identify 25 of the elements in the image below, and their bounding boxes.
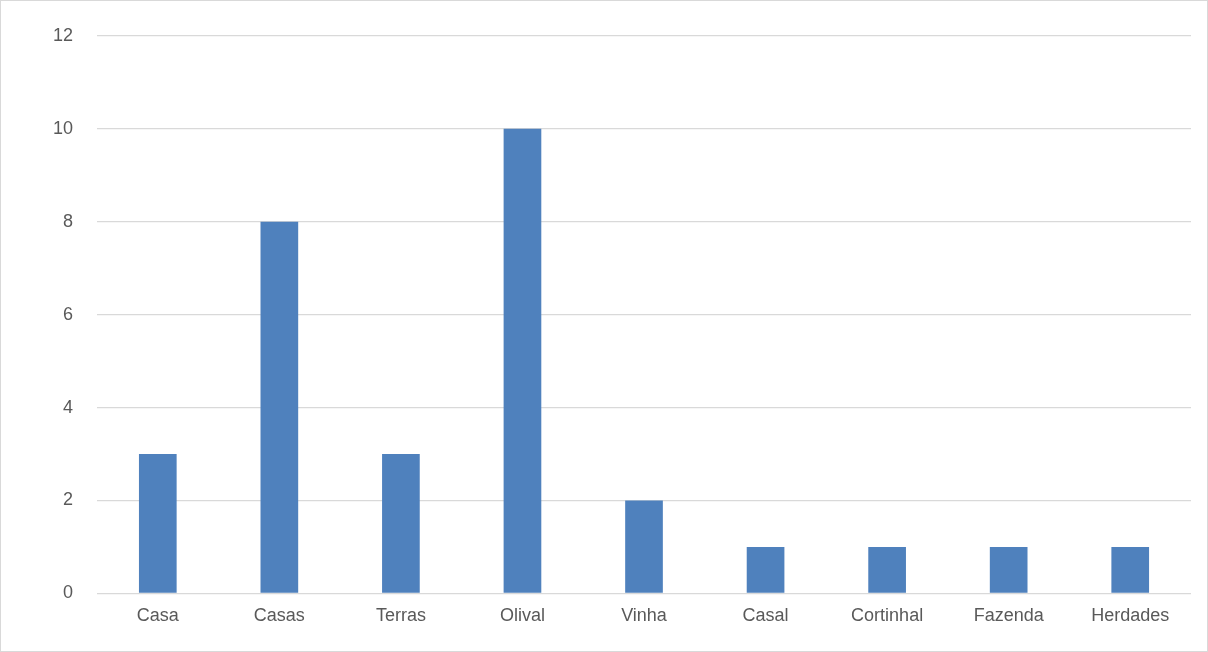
bar: [746, 546, 785, 593]
x-tick-label: Terras: [375, 605, 426, 626]
y-tick-label: 4: [63, 396, 74, 417]
bar: [989, 546, 1028, 593]
x-tick-label: Fazenda: [973, 605, 1045, 626]
x-tick-label: Casal: [742, 605, 789, 626]
y-tick-label: 10: [52, 117, 74, 138]
bar: [868, 546, 906, 593]
x-tick-label: Casa: [136, 605, 180, 626]
bar: [503, 128, 542, 593]
x-tick-label: Herdades: [1091, 605, 1170, 626]
x-tick-label: Cortinhal: [851, 605, 924, 626]
bar: [138, 454, 177, 593]
bar: [1111, 546, 1150, 593]
y-tick-label: 0: [63, 582, 74, 603]
x-tick-label: Casas: [253, 605, 305, 626]
y-tick-label: 2: [63, 489, 74, 510]
x-tick-label: Vinha: [621, 605, 668, 626]
bar: [625, 500, 663, 593]
y-tick-label: 6: [63, 303, 74, 324]
x-tick-label: Olival: [499, 605, 545, 626]
y-tick-label: 12: [52, 24, 74, 45]
bar: [382, 454, 420, 593]
bar: [260, 221, 299, 593]
y-tick-label: 8: [63, 210, 74, 231]
